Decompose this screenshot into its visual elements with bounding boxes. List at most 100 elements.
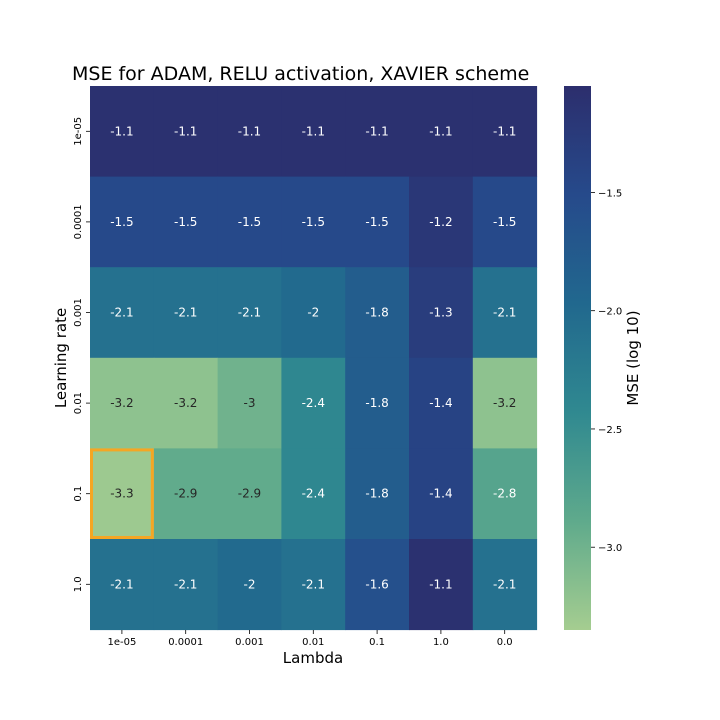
cell-value-label: -1.1 [174, 124, 197, 138]
y-tick-label: 0.01 [73, 392, 84, 414]
colorbar-tick-label: −1.5 [598, 188, 622, 199]
heatmap-cells: -1.1 -1.1 -1.1 -1.1 -1.1 -1.1 -1.1 -1.5 -1.5 -1.5… [90, 86, 538, 631]
cell-value-label: -1.8 [365, 306, 388, 320]
cell-value-label: -1.8 [365, 396, 388, 410]
cell-value-label: -1.1 [429, 577, 452, 591]
cell-value-label: -1.5 [493, 215, 516, 229]
heatmap-cell [90, 176, 155, 268]
cell-value-label: -1.1 [365, 124, 388, 138]
cell-value-label: -2.4 [302, 396, 325, 410]
heatmap-cell [281, 539, 346, 631]
cell-value-label: -1.5 [302, 215, 325, 229]
colorbar-axis: −1.5 −2.0 −2.5 −3.0 [591, 188, 622, 554]
x-axis: 1e-05 0.0001 0.001 0.01 0.1 1.0 0.0 [107, 630, 513, 648]
cell-value-label: -3.2 [110, 396, 133, 410]
cell-value-label: -1.8 [365, 487, 388, 501]
cell-value-label: -2.1 [238, 306, 261, 320]
x-tick-label: 0.1 [369, 637, 385, 648]
heatmap-cell [217, 267, 282, 359]
heatmap-cell [153, 539, 219, 631]
cell-value-label: -3.3 [110, 487, 133, 501]
heatmap-cell [472, 86, 538, 178]
x-axis-label: Lambda [283, 649, 343, 667]
heatmap-cell [281, 448, 346, 540]
cell-value-label: -2.9 [238, 487, 261, 501]
colorbar-label: MSE (log 10) [624, 310, 642, 405]
heatmap-cell [90, 448, 155, 540]
x-tick-label: 1e-05 [107, 637, 136, 648]
cell-value-label: -2.1 [493, 577, 516, 591]
cell-value-label: -1.5 [174, 215, 197, 229]
heatmap-cell [472, 448, 538, 540]
cell-value-label: -1.4 [429, 396, 452, 410]
cell-value-label: -2.1 [493, 306, 516, 320]
heatmap-cell [153, 448, 219, 540]
y-tick-label: 1e-05 [73, 117, 84, 146]
heatmap-cell [472, 176, 538, 268]
heatmap-cell [153, 267, 219, 359]
cell-value-label: -1.4 [429, 487, 452, 501]
heatmap-cell [345, 539, 410, 631]
heatmap-cell [281, 357, 346, 449]
y-axis-label: Learning rate [52, 308, 70, 408]
heatmap-cell [281, 176, 346, 268]
cell-value-label: -2.4 [302, 487, 325, 501]
chart-title: MSE for ADAM, RELU activation, XAVIER sc… [72, 63, 529, 85]
cell-value-label: -1.1 [110, 124, 133, 138]
cell-value-label: -1.1 [238, 124, 261, 138]
cell-value-label: -1.5 [110, 215, 133, 229]
heatmap-cell [409, 357, 474, 449]
cell-value-label: -3.2 [174, 396, 197, 410]
heatmap-cell [409, 176, 474, 268]
x-tick-label: 1.0 [433, 637, 449, 648]
cell-value-label: -3.2 [493, 396, 516, 410]
x-tick-label: 0.01 [302, 637, 324, 648]
heatmap-cell [472, 539, 538, 631]
colorbar-tick-label: −2.0 [598, 307, 622, 318]
colorbar-tick-label: −3.0 [598, 543, 622, 554]
cell-value-label: -2 [307, 306, 319, 320]
cell-value-label: -1.1 [429, 124, 452, 138]
cell-value-label: -1.6 [365, 577, 388, 591]
heatmap-cell [409, 539, 474, 631]
heatmap-cell [409, 86, 474, 178]
x-tick-label: 0.001 [235, 637, 264, 648]
heatmap-cell [217, 86, 282, 178]
heatmap-cell [345, 86, 410, 178]
y-tick-label: 0.001 [73, 298, 84, 327]
cell-value-label: -2 [244, 577, 256, 591]
cell-value-label: -2.1 [110, 577, 133, 591]
heatmap-cell [90, 539, 155, 631]
colorbar-tick-label: −2.5 [598, 425, 622, 436]
heatmap-cell [217, 539, 282, 631]
heatmap-cell [409, 267, 474, 359]
heatmap-cell [153, 357, 219, 449]
heatmap-cell [153, 86, 219, 178]
x-tick-label: 0.0001 [168, 637, 203, 648]
cell-value-label: -1.5 [238, 215, 261, 229]
x-tick-label: 0.0 [497, 637, 513, 648]
cell-value-label: -1.2 [429, 215, 452, 229]
cell-value-label: -1.1 [302, 124, 325, 138]
cell-value-label: -2.1 [302, 577, 325, 591]
highlight-box [90, 448, 154, 539]
y-tick-label: 0.1 [73, 486, 84, 502]
heatmap-cell [217, 448, 282, 540]
cell-value-label: -2.9 [174, 487, 197, 501]
cell-value-label: -1.1 [493, 124, 516, 138]
heatmap-cell [345, 267, 410, 359]
y-axis: 1e-05 0.0001 0.001 0.01 0.1 1.0 [73, 117, 90, 592]
y-tick-label: 0.0001 [73, 204, 84, 239]
heatmap-cell [281, 267, 346, 359]
heatmap-cell [90, 267, 155, 359]
cell-value-label: -1.3 [429, 306, 452, 320]
cell-value-label: -1.5 [365, 215, 388, 229]
heatmap-cell [345, 176, 410, 268]
heatmap-cell [90, 86, 155, 178]
heatmap-cell [217, 357, 282, 449]
heatmap-cell [281, 86, 346, 178]
y-tick-label: 1.0 [73, 576, 84, 592]
heatmap-cell [217, 176, 282, 268]
heatmap-cell [409, 448, 474, 540]
